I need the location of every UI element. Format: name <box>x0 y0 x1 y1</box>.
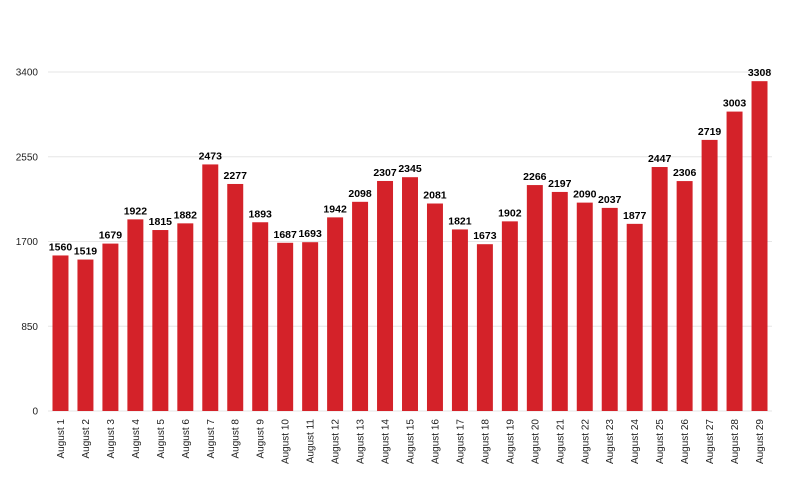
x-tick-label: August 12 <box>331 419 342 464</box>
bar <box>551 191 568 411</box>
bar <box>601 207 618 411</box>
bar <box>501 221 518 411</box>
x-tick-label: August 16 <box>430 419 441 464</box>
x-tick-label: August 3 <box>106 419 117 459</box>
bar <box>252 222 269 411</box>
x-tick-label: August 14 <box>381 419 392 464</box>
data-label: 1673 <box>473 230 497 242</box>
data-label: 2345 <box>398 163 422 175</box>
x-tick-label: August 13 <box>356 419 367 464</box>
bar <box>377 180 394 411</box>
x-tick-label: August 8 <box>231 419 242 459</box>
data-label: 1821 <box>448 215 472 227</box>
data-label: 1687 <box>273 229 297 241</box>
bar <box>651 167 668 411</box>
bar <box>751 81 768 411</box>
y-tick-label: 850 <box>21 322 38 333</box>
data-label: 1893 <box>249 208 273 220</box>
bar <box>352 201 369 411</box>
bar <box>102 243 119 411</box>
data-label: 2306 <box>673 167 697 179</box>
x-tick-label: August 17 <box>455 419 466 464</box>
x-tick-label: August 11 <box>306 419 317 464</box>
x-tick-label: August 29 <box>755 419 766 464</box>
x-tick-label: August 28 <box>730 419 741 464</box>
data-label: 2473 <box>199 150 223 162</box>
data-label: 2197 <box>548 178 572 190</box>
x-axis-ticks: August 1 August 2 August 3 August 4 August 5… <box>56 419 766 464</box>
data-label: 1877 <box>623 210 647 222</box>
x-tick-label: August 5 <box>156 419 167 459</box>
y-tick-label: 3400 <box>16 68 39 79</box>
x-tick-label: August 1 <box>56 419 67 459</box>
data-label: 3003 <box>723 98 747 110</box>
data-label: 2447 <box>648 153 672 165</box>
x-tick-label: August 20 <box>530 419 541 464</box>
data-label: 2081 <box>423 190 447 202</box>
data-label: 2037 <box>598 194 622 206</box>
bar <box>127 219 144 411</box>
x-tick-label: August 6 <box>181 419 192 459</box>
x-tick-label: August 25 <box>655 419 666 464</box>
x-tick-label: August 15 <box>406 419 417 464</box>
data-label: 2098 <box>348 188 372 200</box>
x-tick-label: August 21 <box>555 419 566 464</box>
x-tick-label: August 18 <box>480 419 491 464</box>
data-label: 1882 <box>174 209 198 221</box>
bar <box>327 217 344 411</box>
x-tick-label: August 2 <box>81 419 92 459</box>
bar <box>177 223 194 411</box>
bar <box>576 202 593 411</box>
y-tick-label: 1700 <box>16 237 39 248</box>
bar <box>626 223 643 411</box>
data-label: 1942 <box>323 203 347 215</box>
data-label: 1902 <box>498 207 522 219</box>
bar <box>52 255 69 411</box>
bar <box>701 139 718 411</box>
bar <box>77 259 94 411</box>
x-tick-label: August 9 <box>256 419 267 459</box>
data-label: 2090 <box>573 189 597 201</box>
data-label: 1679 <box>99 230 123 242</box>
data-label: 1693 <box>298 228 322 240</box>
bar <box>402 177 418 411</box>
bars <box>52 81 768 411</box>
data-label: 2307 <box>373 167 397 179</box>
x-tick-label: August 4 <box>131 419 142 459</box>
x-tick-label: August 26 <box>680 419 691 464</box>
bar <box>426 203 443 411</box>
bar <box>676 181 693 411</box>
bar <box>476 244 493 411</box>
x-tick-label: August 23 <box>605 419 616 464</box>
bar <box>152 230 169 411</box>
y-tick-label: 0 <box>32 407 38 418</box>
data-label: 2719 <box>698 126 722 138</box>
bar <box>526 185 543 411</box>
bar <box>302 242 319 411</box>
data-label: 2277 <box>224 170 248 182</box>
data-label: 2266 <box>523 171 547 183</box>
x-tick-label: August 22 <box>580 419 591 464</box>
x-tick-label: August 7 <box>206 419 217 459</box>
bar <box>202 164 219 411</box>
y-tick-label: 2550 <box>16 152 39 163</box>
bar <box>277 242 294 411</box>
bar <box>726 111 743 411</box>
x-tick-label: August 27 <box>705 419 716 464</box>
data-label: 1922 <box>124 205 148 217</box>
x-tick-label: August 24 <box>630 419 641 464</box>
x-tick-label: August 19 <box>505 419 516 464</box>
bar <box>227 183 244 411</box>
bar <box>451 229 468 411</box>
data-label: 3308 <box>748 67 772 79</box>
data-label: 1815 <box>149 216 173 228</box>
data-label: 1560 <box>49 241 73 253</box>
data-label: 1519 <box>74 246 98 258</box>
y-axis-ticks: 0 850 1700 2550 3400 <box>16 68 39 418</box>
x-tick-label: August 10 <box>281 419 292 464</box>
